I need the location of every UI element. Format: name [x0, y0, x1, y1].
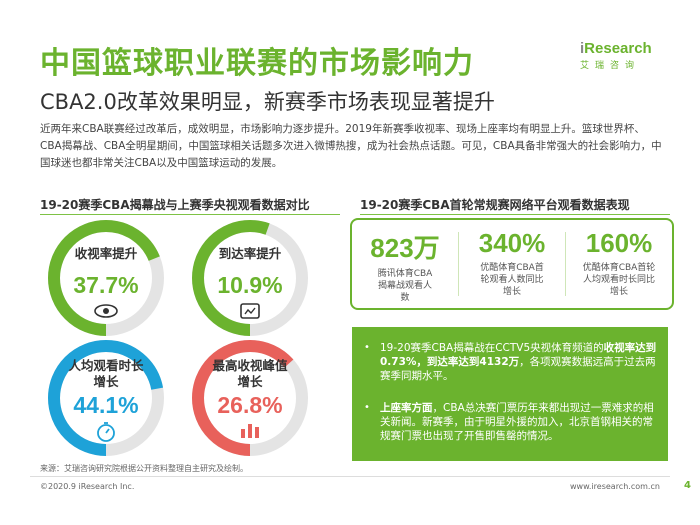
stat-tencent: 823万 腾讯体育CBA揭幕战观看人数: [352, 220, 458, 308]
logo-i: i: [580, 40, 585, 57]
bullet-1-bold: 收视率达到0.73%，到达率达到4132万: [380, 342, 657, 368]
bullet-2-text: ，CBA总决赛门票历年来都出现过一票难求的相关新闻。新赛季，由于明星外援的加入，…: [380, 402, 654, 442]
stat-desc: 腾讯体育CBA揭幕战观看人数: [377, 269, 433, 303]
logo-sub: 艾瑞咨询: [580, 61, 641, 71]
iresearch-logo: iResearch 艾瑞咨询: [580, 40, 664, 71]
donut-svg: [48, 220, 164, 336]
donut-label: 到达率提升: [218, 246, 282, 261]
bullet-dot: •: [364, 342, 370, 353]
stat-desc: 优酷体育CBA首轮观看人数同比增长: [480, 263, 544, 297]
right-section-heading: 19-20赛季CBA首轮常规赛网络平台观看数据表现: [360, 198, 630, 212]
highlights-box: • 19-20赛季CBA揭幕战在CCTV5央视体育频道的收视率达到0.73%，到…: [352, 327, 668, 461]
donut-arc: [48, 220, 164, 336]
eye-icon: [94, 304, 118, 318]
stat-youku-duration: 160% 优酷体育CBA首轮人均观看时长同比增长: [566, 220, 672, 308]
highlight-bullet-2: • 上座率方面，CBA总决赛门票历年来都出现过一票难求的相关新闻。新赛季，由于明…: [352, 401, 668, 457]
donut-label: 最高收视峰值增长: [212, 358, 288, 389]
donut-label: 收视率提升: [74, 246, 138, 261]
page-number: 4: [684, 480, 691, 491]
donut-arc: [192, 220, 308, 336]
left-section-heading: 19-20赛季CBA揭幕战与上赛季央视观看数据对比: [40, 198, 310, 212]
online-stats-box: 823万 腾讯体育CBA揭幕战观看人数 340% 优酷体育CBA首轮观看人数同比…: [350, 218, 674, 310]
donut-value: 26.8%: [217, 392, 283, 418]
footer-website: www.iresearch.com.cn: [570, 482, 660, 491]
source-note: 来源：艾瑞咨询研究院根据公开资料整理自主研究及绘制。: [40, 464, 248, 473]
bar-chart-icon: [241, 424, 259, 438]
page-subtitle: CBA2.0改革效果明显，新赛季市场表现显著提升: [40, 90, 495, 114]
stat-divider: [565, 232, 566, 296]
donut-chart: 人均观看时长增长 44.1%: [46, 338, 166, 458]
donut-value: 37.7%: [73, 272, 139, 298]
stat-desc: 优酷体育CBA首轮人均观看时长同比增长: [582, 263, 656, 297]
donut-arc: [192, 340, 308, 456]
right-section-divider: [360, 214, 670, 215]
donut-svg: [192, 340, 308, 456]
logo-brand: Research: [584, 40, 652, 57]
tv-screen-icon: [240, 303, 260, 319]
bullet-dot: •: [364, 402, 370, 413]
footer-copyright: ©2020.9 iResearch Inc.: [40, 482, 135, 491]
donut-label: 人均观看时长增长: [68, 358, 144, 389]
donut-value: 10.9%: [217, 272, 283, 298]
stat-youku-viewers: 340% 优酷体育CBA首轮观看人数同比增长: [459, 220, 565, 308]
intro-paragraph: 近两年来CBA联赛经过改革后，成效明显，市场影响力逐步提升。2019年新赛季收视…: [40, 123, 662, 169]
page-title: 中国篮球职业联赛的市场影响力: [40, 46, 474, 81]
left-section-divider: [40, 214, 340, 215]
donut-chart: 到达率提升 10.9%: [190, 218, 310, 338]
donut-value: 44.1%: [73, 392, 139, 418]
donut-chart: 最高收视峰值增长 26.8%: [190, 338, 310, 458]
stat-value: 340%: [478, 228, 546, 258]
donut-svg: [192, 220, 308, 336]
stat-value: 823万: [370, 233, 440, 263]
stat-divider: [458, 232, 459, 296]
donut-chart: 收视率提升 37.7%: [46, 218, 166, 338]
highlight-bullet-1: • 19-20赛季CBA揭幕战在CCTV5央视体育频道的收视率达到0.73%，到…: [352, 341, 668, 397]
footer-divider: [30, 476, 670, 477]
stat-value: 160%: [585, 228, 653, 258]
stopwatch-icon: [97, 422, 115, 442]
bullet-2-bold: 上座率方面: [380, 402, 433, 414]
donut-svg: [48, 340, 164, 456]
bullet-1-text: 19-20赛季CBA揭幕战在CCTV5央视体育频道的: [380, 342, 604, 354]
bullet-1-tail: ，各项观赛数据远高于过去两赛季同期水平。: [380, 356, 656, 382]
donut-arc: [48, 340, 164, 456]
